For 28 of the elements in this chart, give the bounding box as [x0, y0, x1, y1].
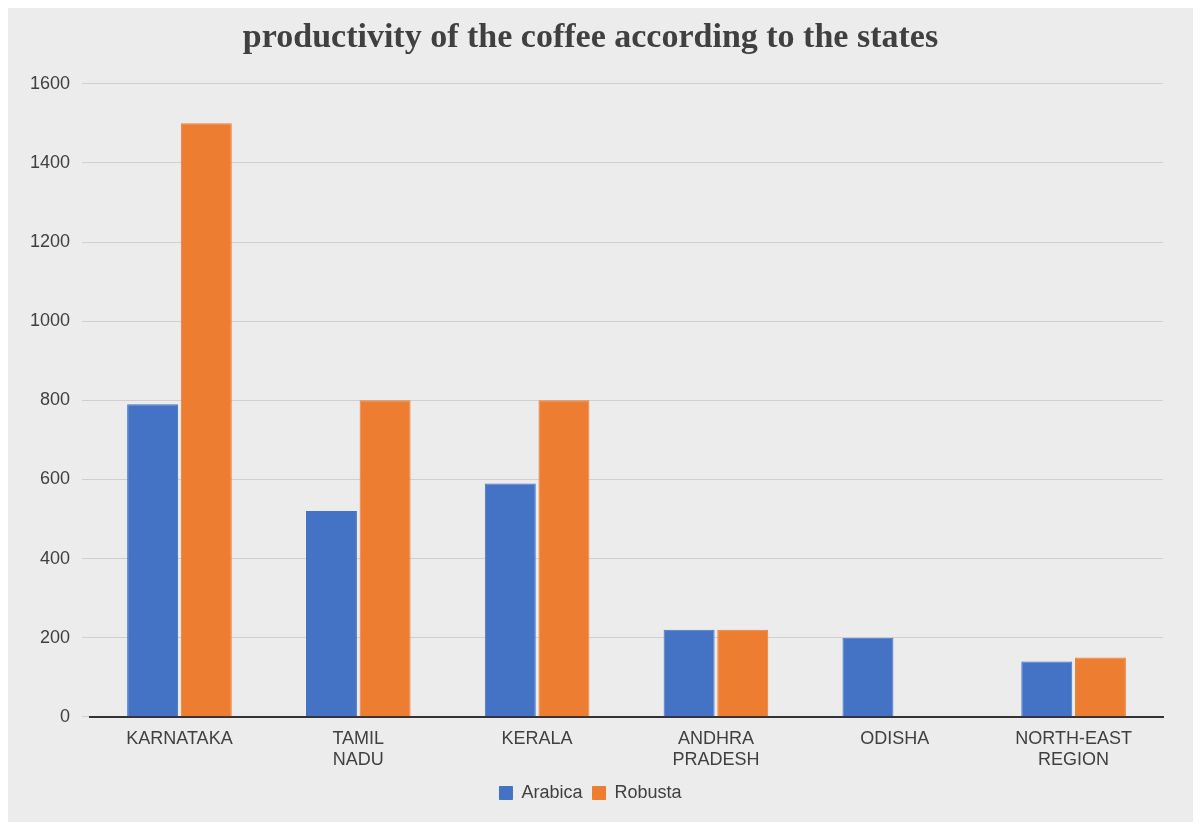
- legend-label: Robusta: [614, 781, 683, 802]
- bar: [180, 123, 232, 717]
- bar: [484, 483, 536, 717]
- chart-title: productivity of the coffee according to the states: [242, 17, 939, 55]
- x-tick-label: ODISHA: [860, 727, 930, 748]
- y-tick-label: 1400: [30, 151, 71, 172]
- x-tick-label: KARNATAKA: [126, 727, 233, 748]
- y-tick-label: 1200: [30, 231, 71, 252]
- legend-label: Arabica: [521, 781, 584, 802]
- bar: [538, 400, 590, 717]
- y-tick-label: 600: [40, 468, 71, 489]
- y-tick-label: 200: [40, 626, 71, 647]
- y-tick-label: 400: [40, 547, 71, 568]
- bar: [663, 629, 715, 717]
- bar: [1021, 661, 1073, 717]
- y-tick-label: 1600: [30, 72, 71, 93]
- bar: [842, 637, 894, 717]
- x-tick-label: TAMIL NADU: [332, 727, 385, 770]
- bar: [717, 629, 769, 717]
- x-tick-label: NORTH-EAST REGION: [1015, 727, 1132, 770]
- bar: [127, 404, 179, 717]
- bar: [359, 400, 411, 717]
- y-tick-label: 1000: [30, 310, 71, 331]
- x-tick-label: ANDHRA PRADESH: [672, 727, 760, 770]
- y-tick-label: 800: [40, 389, 71, 410]
- bar: [1074, 657, 1126, 717]
- x-tick-label: KERALA: [501, 727, 573, 748]
- y-tick-label: 0: [60, 705, 71, 726]
